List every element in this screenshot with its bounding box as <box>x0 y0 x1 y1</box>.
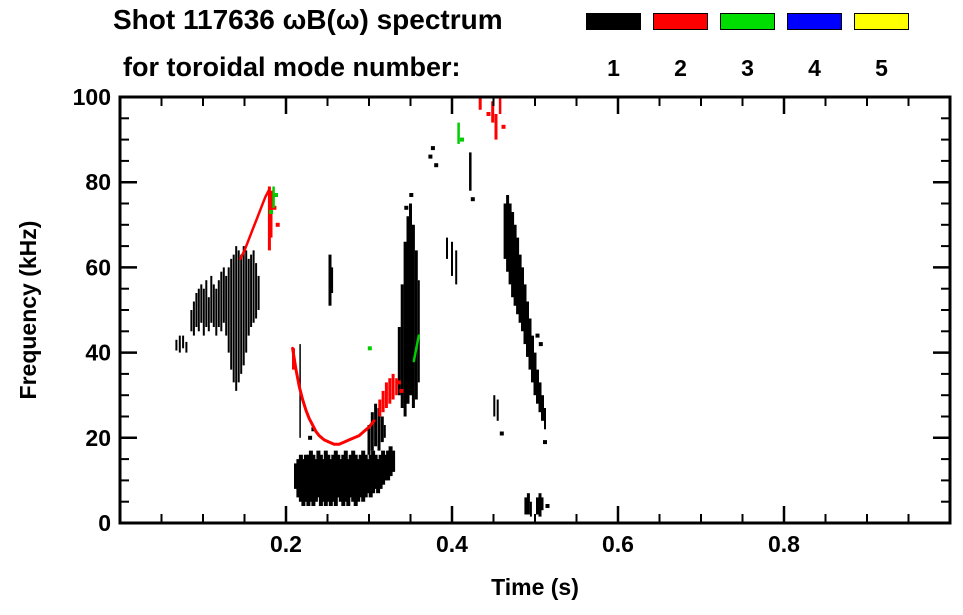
legend-swatch-n5 <box>854 13 909 30</box>
legend-label-row: 1 2 3 4 5 <box>586 55 909 82</box>
series-n3-dot <box>269 210 274 214</box>
series-n2-dot <box>396 380 401 385</box>
series-n3-dot <box>460 137 464 142</box>
x-tick-label: 0.6 <box>602 531 634 557</box>
legend-label-n4: 4 <box>808 55 821 81</box>
legend-swatch-n2 <box>653 13 708 30</box>
series-n3-dot <box>274 193 278 197</box>
series-n1-dot <box>499 431 504 436</box>
legend-label-n1: 1 <box>607 55 620 81</box>
y-tick-label: 100 <box>73 84 111 110</box>
x-tick-label: 0.4 <box>436 531 468 557</box>
series-n1-dot <box>535 333 540 338</box>
figure-title: Shot 117636 ωB(ω) spectrum <box>113 4 503 35</box>
legend-label-n3: 3 <box>741 55 754 81</box>
series-n1-dot <box>470 197 475 202</box>
series-n1-dot <box>434 163 439 168</box>
legend-label-n5: 5 <box>875 55 888 81</box>
series-n2-curve <box>239 189 270 261</box>
y-tick-label: 20 <box>85 425 111 451</box>
legend-swatch-n1 <box>586 13 641 30</box>
series-n1-dot <box>543 440 547 445</box>
series-n2-dot <box>486 112 491 116</box>
x-tick-label: 0.2 <box>270 531 302 557</box>
series-n1-dot <box>404 205 409 210</box>
y-tick-label: 40 <box>85 340 111 366</box>
series-n2-curve <box>291 346 376 446</box>
series-n2-dot <box>275 222 280 227</box>
legend-label-n2: 2 <box>674 55 687 81</box>
legend-swatch-n4 <box>787 13 842 30</box>
series-n1-dot <box>538 342 543 347</box>
legend-swatch-n3 <box>720 13 775 30</box>
series-n3-curve <box>412 334 421 363</box>
series-n2-dot <box>501 124 506 129</box>
series-n1-dot <box>409 193 414 197</box>
x-tick-label: 0.8 <box>768 531 800 557</box>
series-n1-dot <box>430 146 435 151</box>
y-tick-label: 80 <box>85 169 111 195</box>
series-n3-dot <box>367 346 372 351</box>
legend-swatch-row <box>586 13 909 30</box>
series-n1-dot <box>545 504 550 508</box>
series-n1-dot <box>428 154 433 159</box>
figure-subtitle: for toroidal mode number: <box>123 52 461 82</box>
series-n2-dot <box>399 388 404 393</box>
x-axis-title: Time (s) <box>491 574 579 600</box>
y-tick-label: 60 <box>85 254 111 280</box>
y-tick-label: 0 <box>98 510 111 536</box>
series-n1-dot <box>308 435 313 440</box>
